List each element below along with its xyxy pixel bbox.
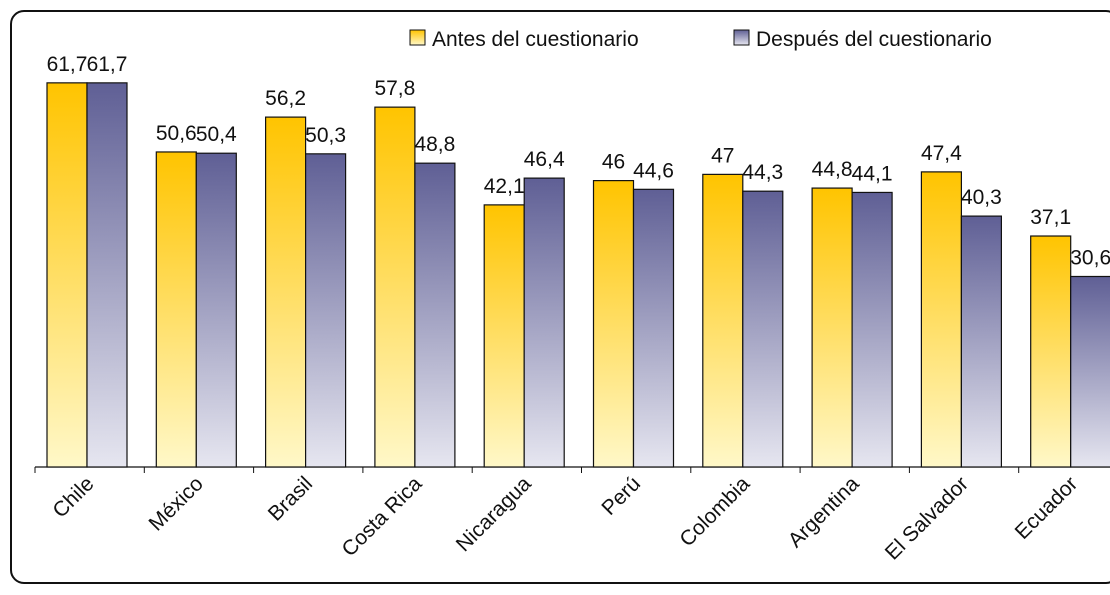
category-label-6: Colombia [675,472,754,551]
plot-area: 61,7 61,7 Chile 50,6 50,4 México 56,2 50,3 Brasi… [34,53,1110,564]
data-label-antes-3: 57,8 [374,77,415,100]
category-label-9: Ecuador [1011,472,1083,544]
category-label-7: Argentina [784,472,864,552]
legend-label-despues: Después del cuestionario [756,28,992,51]
data-label-despues-9: 30,6 [1070,246,1110,269]
bar-despues-6 [742,190,784,468]
data-label-despues-0: 61,7 [87,53,128,76]
category-label-0: Chile [48,472,98,522]
legend-swatch-despues [733,29,750,46]
bar-antes-6 [702,173,744,468]
data-label-antes-9: 37,1 [1030,206,1071,229]
data-label-antes-6: 47 [711,144,734,167]
data-label-antes-2: 56,2 [265,87,306,110]
bar-despues-0 [86,82,128,468]
bar-antes-9 [1030,235,1072,468]
data-label-despues-6: 44,3 [742,161,783,184]
data-label-despues-4: 46,4 [524,148,565,171]
bar-despues-8 [960,215,1003,468]
data-label-despues-2: 50,3 [305,124,346,147]
data-label-despues-8: 40,3 [961,186,1002,209]
data-label-despues-5: 44,6 [633,159,674,182]
category-label-1: México [145,472,208,535]
bar-antes-8 [920,171,963,468]
bar-despues-4 [523,177,565,468]
bar-antes-2 [265,116,307,468]
legend: Antes del cuestionario Después del cuest… [409,28,992,51]
category-label-3: Costa Rica [338,472,427,561]
category-label-8: El Salvador [881,472,973,564]
data-label-antes-7: 44,8 [812,158,853,181]
bar-antes-4 [483,204,525,468]
bar-antes-0 [46,82,88,468]
bar-antes-5 [592,180,635,468]
bar-antes-7 [811,187,853,468]
data-label-antes-5: 46 [602,151,625,174]
data-label-despues-1: 50,4 [196,123,237,146]
legend-label-antes: Antes del cuestionario [432,28,639,51]
data-label-despues-7: 44,1 [852,162,893,185]
bar-antes-3 [374,106,416,468]
data-label-antes-0: 61,7 [47,53,88,76]
category-label-2: Brasil [264,472,317,525]
bar-despues-1 [195,152,237,468]
category-label-5: Perú [597,472,645,520]
data-label-antes-8: 47,4 [921,142,962,165]
bar-despues-2 [305,153,347,468]
bar-despues-3 [414,162,456,468]
bar-despues-5 [632,188,675,468]
category-label-4: Nicaragua [452,472,536,556]
data-label-despues-3: 48,8 [414,133,455,156]
data-label-antes-1: 50,6 [156,122,197,145]
bar-despues-7 [851,191,893,468]
data-label-antes-4: 42,1 [484,175,525,198]
bar-antes-1 [155,151,197,468]
bar-despues-9 [1070,275,1110,468]
legend-swatch-antes [409,29,426,46]
